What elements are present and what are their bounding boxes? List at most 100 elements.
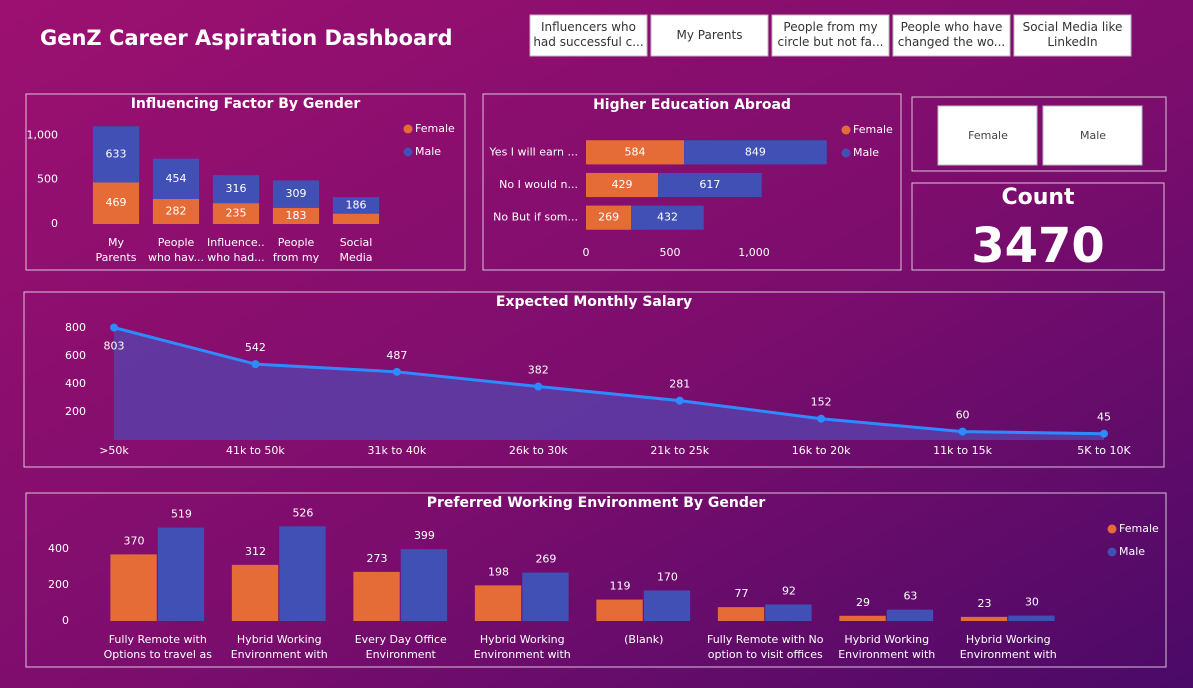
y-tick-label: 800 xyxy=(65,321,86,334)
data-label: 29 xyxy=(856,596,870,609)
data-label: 269 xyxy=(535,553,556,566)
data-label: 803 xyxy=(104,340,125,353)
data-label: 454 xyxy=(166,172,187,185)
slicer-label[interactable]: People from my circle but not fa... xyxy=(777,20,884,49)
bar-segment xyxy=(212,175,260,204)
legend-swatch xyxy=(403,124,413,134)
x-category-label: People from my ... xyxy=(272,236,320,267)
x-category-label: Hybrid Working Environment with m... xyxy=(230,633,328,664)
chart-panel xyxy=(25,93,466,271)
y-tick-label: 0 xyxy=(62,614,69,627)
bar-segment xyxy=(152,158,200,199)
bar xyxy=(1008,615,1055,621)
bar-segment xyxy=(631,205,704,230)
slicer-label[interactable]: My Parents xyxy=(676,28,743,42)
bar xyxy=(596,599,643,621)
y-tick-label: 0 xyxy=(51,217,58,230)
y-tick-label: 400 xyxy=(65,377,86,390)
slicer-button[interactable] xyxy=(529,14,648,57)
slicer-label-box[interactable]: People from my circle but not fa... xyxy=(775,20,886,52)
bar-segment xyxy=(92,126,140,183)
y-tick-label: 600 xyxy=(65,349,86,362)
y-tick-label: 500 xyxy=(37,173,58,186)
chart-title: Preferred Working Environment By Gender xyxy=(427,495,766,511)
point xyxy=(392,367,401,376)
legend-label: Female xyxy=(853,123,893,136)
bar-segment xyxy=(586,140,685,165)
legend-swatch xyxy=(841,125,851,135)
card-panel xyxy=(911,182,1165,271)
x-category-label-box: Fully Remote with No option to visit off… xyxy=(706,633,824,661)
bar-segment xyxy=(332,213,380,224)
x-category-label: Hybrid Working Environment with les... xyxy=(959,633,1057,664)
slicer-label-box[interactable]: Social Media like LinkedIn xyxy=(1017,20,1128,52)
data-label: 170 xyxy=(657,570,678,583)
chart-panel xyxy=(23,291,1165,468)
x-category-label: Social Media lik... xyxy=(339,236,373,267)
slicer-button[interactable] xyxy=(650,14,769,57)
gender-button[interactable] xyxy=(937,105,1038,166)
bar-segment xyxy=(684,140,827,165)
data-label: 309 xyxy=(286,187,307,200)
gender-button-label[interactable]: Male xyxy=(1080,129,1106,142)
data-label: 519 xyxy=(171,508,192,521)
data-label: 469 xyxy=(106,196,127,209)
data-label: 281 xyxy=(669,378,690,391)
data-label: 316 xyxy=(226,182,247,195)
slicer-label[interactable]: Social Media like LinkedIn xyxy=(1022,20,1123,49)
bar xyxy=(839,615,886,621)
data-label: 63 xyxy=(903,590,917,603)
x-category-label-box: Influence... who had... xyxy=(207,236,265,264)
x-tick-label: 1,000 xyxy=(738,246,770,259)
bar xyxy=(886,609,934,621)
x-category-label: Fully Remote with No option to visit off… xyxy=(706,633,824,661)
y-category-label: No But if som... xyxy=(493,211,578,224)
y-tick-label: 400 xyxy=(48,542,69,555)
y-tick-label: 200 xyxy=(65,405,86,418)
gender-button[interactable] xyxy=(1042,105,1143,166)
slicer-label-box[interactable]: My Parents xyxy=(654,28,765,60)
slicer-button[interactable] xyxy=(1013,14,1132,57)
slicer-label-box[interactable]: Influencers who had successful c... xyxy=(533,20,644,52)
x-category-label-box: People who hav... xyxy=(148,236,204,264)
data-label: 382 xyxy=(528,364,549,377)
slicer-label[interactable]: Influencers who had successful c... xyxy=(533,20,644,49)
x-category-label-box: My Parents xyxy=(95,236,137,264)
slicer-button[interactable] xyxy=(892,14,1011,57)
data-label: 30 xyxy=(1025,596,1039,609)
x-category-label: Hybrid Working Environment with les... xyxy=(473,633,571,664)
bar xyxy=(717,607,765,621)
bar xyxy=(353,571,400,621)
slicer-label[interactable]: People who have changed the wo... xyxy=(897,20,1006,49)
data-label: 183 xyxy=(286,209,307,222)
x-category-label: 16k to 20k xyxy=(792,444,851,457)
x-category-label: Hybrid Working Environment with les... xyxy=(838,633,936,664)
gender-button-label[interactable]: Female xyxy=(968,129,1008,142)
point xyxy=(958,427,967,436)
legend-label: Male xyxy=(853,146,879,159)
x-category-label: Fully Remote with Options to travel as .… xyxy=(103,633,212,664)
x-category-label-box: Hybrid Working Environment with les... xyxy=(838,633,936,664)
data-label: 273 xyxy=(367,552,388,565)
slicer-label-box[interactable]: People who have changed the wo... xyxy=(896,20,1007,52)
data-label: 487 xyxy=(386,349,407,362)
y-tick-label: 200 xyxy=(48,578,69,591)
data-label: 23 xyxy=(978,597,992,610)
y-category-label: No I would n... xyxy=(499,178,578,191)
bar-segment xyxy=(586,172,659,198)
legend-swatch xyxy=(1107,524,1117,534)
data-label: 282 xyxy=(166,204,187,217)
x-category-label-box: Every Day Office Environment xyxy=(355,633,447,661)
bar-segment xyxy=(92,182,140,224)
legend-swatch xyxy=(1107,547,1117,557)
x-category-label-box: Fully Remote with Options to travel as .… xyxy=(103,633,212,664)
legend-swatch xyxy=(841,148,851,158)
x-category-label: 41k to 50k xyxy=(226,444,285,457)
slicer-button[interactable] xyxy=(771,14,890,57)
data-label: 526 xyxy=(292,506,313,519)
y-category-label: Yes I will earn ... xyxy=(489,145,578,158)
data-label: 60 xyxy=(956,409,970,422)
x-category-label: My Parents xyxy=(95,236,137,264)
x-category-label: 11k to 15k xyxy=(933,444,992,457)
